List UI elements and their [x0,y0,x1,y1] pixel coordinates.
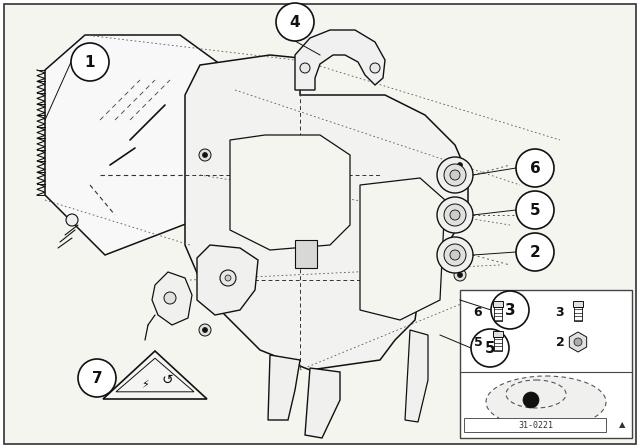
Text: 7: 7 [92,370,102,385]
Ellipse shape [506,380,566,408]
Polygon shape [103,351,207,399]
Circle shape [199,324,211,336]
Circle shape [437,237,473,273]
Bar [493,331,503,337]
Circle shape [450,170,460,180]
Polygon shape [185,55,468,370]
Text: 5: 5 [474,336,483,349]
Circle shape [450,250,460,260]
Text: 1: 1 [84,55,95,69]
Circle shape [516,149,554,187]
Polygon shape [305,368,340,438]
Polygon shape [152,272,192,325]
Circle shape [523,392,539,408]
Circle shape [458,163,463,168]
Circle shape [471,329,509,367]
Bar [494,337,502,351]
Text: 5: 5 [530,202,540,217]
Circle shape [437,197,473,233]
Text: 3: 3 [505,302,515,318]
Circle shape [444,164,466,186]
Text: ↺: ↺ [161,373,173,387]
Bar [464,418,606,432]
Text: ⚡: ⚡ [141,380,149,390]
Circle shape [450,210,460,220]
Circle shape [370,63,380,73]
Circle shape [199,149,211,161]
Circle shape [444,204,466,226]
Text: ▲: ▲ [619,421,625,430]
Polygon shape [45,35,235,255]
Text: 3: 3 [556,306,564,319]
Text: 31-0221: 31-0221 [518,421,554,430]
Circle shape [276,3,314,41]
Text: 4: 4 [290,14,300,30]
Circle shape [220,270,236,286]
Text: 6: 6 [474,306,483,319]
Circle shape [164,292,176,304]
Circle shape [516,233,554,271]
Bar [494,307,502,321]
Ellipse shape [486,376,606,428]
Text: 2: 2 [556,336,564,349]
Bar [573,301,583,307]
Bar [574,307,582,321]
Text: 5: 5 [484,340,495,356]
Circle shape [71,43,109,81]
Bar [460,290,632,438]
Circle shape [454,269,466,281]
Polygon shape [405,330,428,422]
Polygon shape [197,245,258,315]
Circle shape [491,291,529,329]
Circle shape [202,152,207,158]
Circle shape [300,63,310,73]
Circle shape [516,191,554,229]
Circle shape [444,244,466,266]
Circle shape [454,159,466,171]
Text: 2: 2 [530,245,540,259]
Polygon shape [360,178,445,320]
Polygon shape [268,355,300,420]
Circle shape [202,327,207,332]
Polygon shape [295,30,385,90]
Polygon shape [230,135,350,250]
Circle shape [66,214,78,226]
Text: 6: 6 [530,160,540,176]
Circle shape [437,157,473,193]
Circle shape [458,272,463,277]
Bar [493,301,503,307]
Circle shape [225,275,231,281]
Circle shape [78,359,116,397]
Bar [295,240,317,268]
Circle shape [574,338,582,346]
